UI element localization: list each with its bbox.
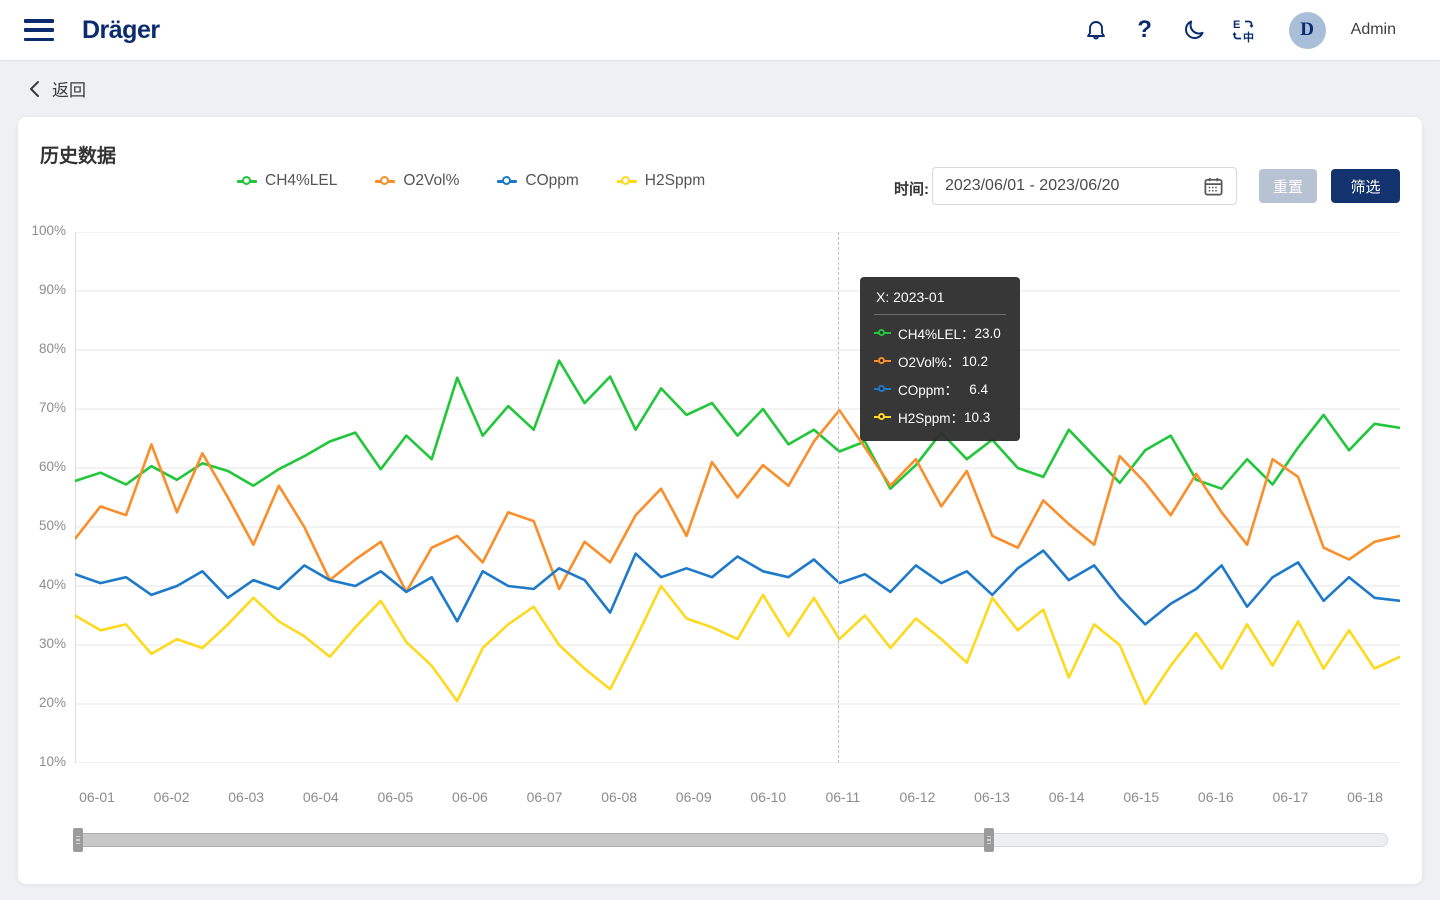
series-line-ch4lel	[75, 361, 1400, 489]
brand-logo: Dräger	[82, 16, 160, 45]
x-axis-tick-label: 06-09	[676, 789, 712, 805]
x-axis-tick-label: 06-07	[527, 789, 563, 805]
date-range-input[interactable]: 2023/06/01 - 2023/06/20	[932, 167, 1237, 205]
line-chart[interactable]	[75, 232, 1400, 763]
legend-label: COppm	[525, 172, 578, 190]
x-axis-tick-label: 06-04	[303, 789, 339, 805]
x-axis-tick-label: 06-17	[1273, 789, 1309, 805]
tooltip-series-marker-icon	[874, 385, 891, 394]
y-axis-tick-label: 70%	[18, 400, 66, 415]
x-axis-tick-label: 06-14	[1049, 789, 1085, 805]
date-range-value: 2023/06/01 - 2023/06/20	[945, 177, 1119, 195]
x-axis-tick-label: 06-02	[154, 789, 190, 805]
x-axis-tick-label: 06-15	[1123, 789, 1159, 805]
tooltip-title: X: 2023-01	[874, 287, 1006, 314]
y-axis-tick-label: 50%	[18, 518, 66, 533]
tooltip-series-marker-icon	[874, 357, 891, 366]
x-axis-tick-label: 06-08	[601, 789, 637, 805]
legend-marker-icon	[617, 176, 637, 186]
tooltip-row: O2Vol%： 10.2	[874, 347, 1006, 375]
tooltip-series-marker-icon	[874, 329, 891, 338]
x-axis-tick-label: 06-16	[1198, 789, 1234, 805]
x-axis-tick-label: 06-18	[1347, 789, 1383, 805]
username-label: Admin	[1351, 21, 1396, 39]
legend-item-h2sppm[interactable]: H2Sppm	[617, 172, 705, 190]
tooltip-series-marker-icon	[874, 413, 891, 422]
top-app-bar: Dräger ? E 中 D Admin	[0, 0, 1440, 60]
svg-text:中: 中	[1243, 30, 1254, 43]
tooltip-series-label: CH4%LEL：	[898, 323, 975, 343]
x-axis-tick-label: 06-01	[79, 789, 115, 805]
svg-text:E: E	[1233, 19, 1240, 31]
crosshair-dashed-line	[838, 232, 839, 763]
tooltip-series-label: COppm：	[898, 379, 958, 399]
help-icon[interactable]: ?	[1132, 17, 1158, 43]
chart-tooltip: X: 2023-01 CH4%LEL： 23.0 O2Vol%： 10.2 CO…	[860, 277, 1020, 441]
back-button[interactable]: 返回	[0, 60, 1440, 117]
tooltip-series-value: 10.3	[964, 410, 1008, 425]
y-axis-tick-label: 10%	[18, 754, 66, 769]
y-axis-tick-label: 40%	[18, 577, 66, 592]
topbar-actions: ? E 中 D Admin	[1083, 12, 1396, 49]
legend-label: H2Sppm	[645, 172, 705, 190]
y-axis-tick-label: 100%	[18, 223, 66, 238]
x-axis-tick-label: 06-11	[825, 789, 860, 805]
y-axis-tick-label: 80%	[18, 341, 66, 356]
chevron-left-icon	[28, 80, 40, 98]
y-axis-tick-label: 60%	[18, 459, 66, 474]
tooltip-series-label: O2Vol%：	[898, 351, 960, 371]
x-axis-tick-label: 06-06	[452, 789, 488, 805]
user-avatar[interactable]: D	[1289, 12, 1326, 49]
zoom-slider-left-handle[interactable]	[73, 828, 83, 852]
tooltip-series-value: 10.2	[962, 354, 1006, 369]
y-axis-tick-label: 30%	[18, 636, 66, 651]
legend-marker-icon	[237, 176, 257, 186]
legend-label: CH4%LEL	[265, 172, 337, 190]
reset-button[interactable]: 重置	[1259, 169, 1317, 203]
y-axis-tick-label: 90%	[18, 282, 66, 297]
dark-mode-moon-icon[interactable]	[1181, 17, 1207, 43]
back-label: 返回	[52, 76, 86, 101]
legend-item-ch4lel[interactable]: CH4%LEL	[237, 172, 337, 190]
notifications-bell-icon[interactable]	[1083, 17, 1109, 43]
zoom-slider-selected-range[interactable]	[75, 833, 990, 847]
chart-legend: CH4%LEL O2Vol% COppm H2Sppm	[237, 172, 705, 190]
calendar-icon[interactable]	[1203, 176, 1224, 197]
tooltip-divider	[874, 314, 1006, 315]
x-axis-tick-label: 06-10	[750, 789, 786, 805]
y-axis-tick-label: 20%	[18, 695, 66, 710]
language-translate-icon[interactable]: E 中	[1230, 17, 1256, 43]
x-axis-tick-label: 06-13	[974, 789, 1010, 805]
legend-item-o2vol[interactable]: O2Vol%	[375, 172, 459, 190]
tooltip-row: CH4%LEL： 23.0	[874, 319, 1006, 347]
filter-button[interactable]: 筛选	[1331, 169, 1400, 203]
series-line-o2vol	[75, 410, 1400, 592]
legend-marker-icon	[375, 176, 395, 186]
legend-marker-icon	[497, 176, 517, 186]
tooltip-series-value: 23.0	[975, 326, 1019, 341]
zoom-slider-right-handle[interactable]	[984, 828, 994, 852]
tooltip-series-value: 6.4	[969, 382, 1006, 397]
legend-label: O2Vol%	[403, 172, 459, 190]
time-filter-label: 时间:	[894, 178, 929, 199]
history-data-panel: 历史数据 CH4%LEL O2Vol% COppm H2Sppm 时间: 202…	[18, 117, 1422, 884]
tooltip-row: COppm： 6.4	[874, 375, 1006, 403]
menu-icon[interactable]	[24, 19, 54, 41]
x-axis-tick-label: 06-12	[900, 789, 936, 805]
legend-item-coppm[interactable]: COppm	[497, 172, 578, 190]
tooltip-row: H2Sppm： 10.3	[874, 403, 1006, 431]
panel-title: 历史数据	[40, 141, 116, 168]
series-line-coppm	[75, 551, 1400, 625]
tooltip-series-label: H2Sppm：	[898, 407, 964, 427]
x-axis-tick-label: 06-03	[228, 789, 264, 805]
x-axis-tick-label: 06-05	[377, 789, 413, 805]
